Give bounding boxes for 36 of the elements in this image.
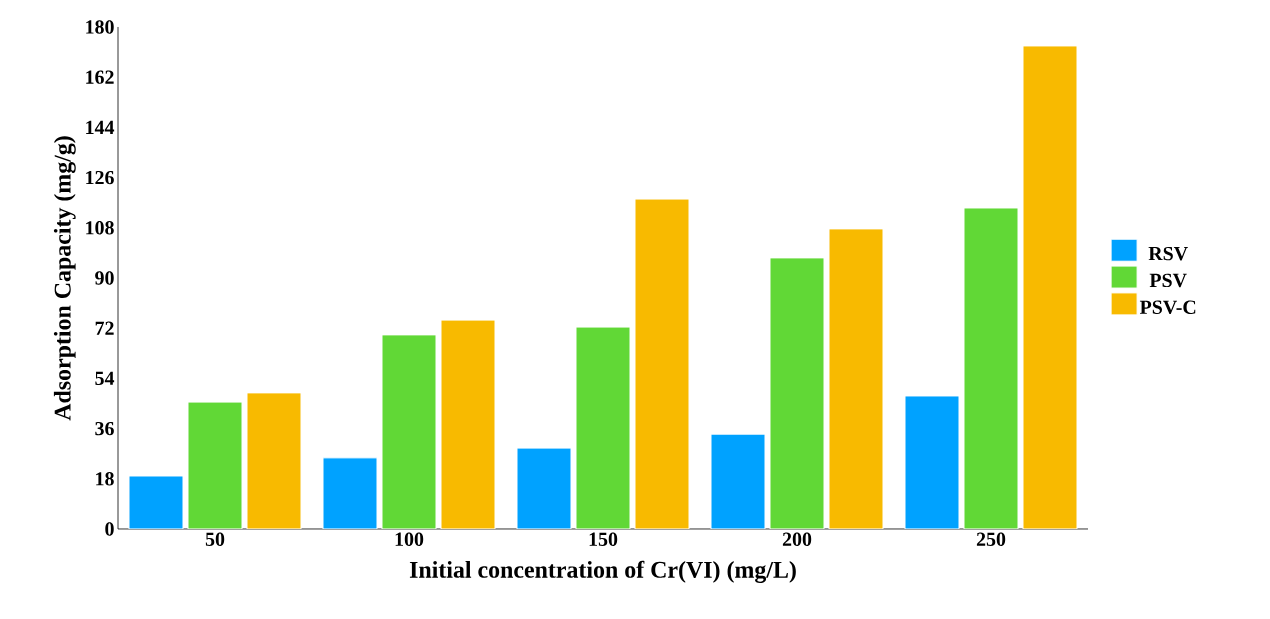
legend-label: PSV-C xyxy=(1139,300,1196,315)
x-tick-label: 100 xyxy=(395,532,424,546)
y-tick-label: 18 xyxy=(96,472,114,486)
x-axis-title: Initial concentration of Cr(VI) (mg/L) xyxy=(409,560,796,583)
bar xyxy=(128,475,184,529)
bar xyxy=(963,207,1019,529)
y-tick-label: 90 xyxy=(95,271,114,285)
x-tick-label: 50 xyxy=(205,532,225,546)
y-tick-label: 180 xyxy=(86,20,114,34)
y-tick-label: 108 xyxy=(86,221,114,235)
y-axis-title: Adsorption Capacity (mg/g) xyxy=(53,136,76,421)
x-tick-label: 200 xyxy=(782,532,812,546)
y-tick-label: 0 xyxy=(105,522,114,536)
bar xyxy=(516,447,572,529)
y-tick-label: 126 xyxy=(86,170,114,185)
bar xyxy=(187,401,243,529)
legend-label: PSV xyxy=(1149,273,1187,288)
bar xyxy=(440,319,496,529)
bar xyxy=(769,257,825,529)
bar xyxy=(575,326,631,529)
y-tick-label: 72 xyxy=(95,321,114,335)
y-tick-label: 36 xyxy=(95,421,114,436)
y-tick-label: 54 xyxy=(95,371,115,386)
y-tick-label: 144 xyxy=(86,120,115,134)
legend-label: RSV xyxy=(1148,246,1188,261)
bar xyxy=(710,433,766,529)
bar xyxy=(904,395,960,529)
bar xyxy=(828,228,884,529)
bar xyxy=(381,334,437,529)
bar xyxy=(322,457,378,529)
y-tick-label: 162 xyxy=(86,70,114,84)
bar xyxy=(634,198,690,529)
x-tick-label: 150 xyxy=(589,532,618,546)
bar xyxy=(1022,45,1078,529)
x-tick-label: 250 xyxy=(976,532,1006,546)
bar xyxy=(246,392,302,529)
